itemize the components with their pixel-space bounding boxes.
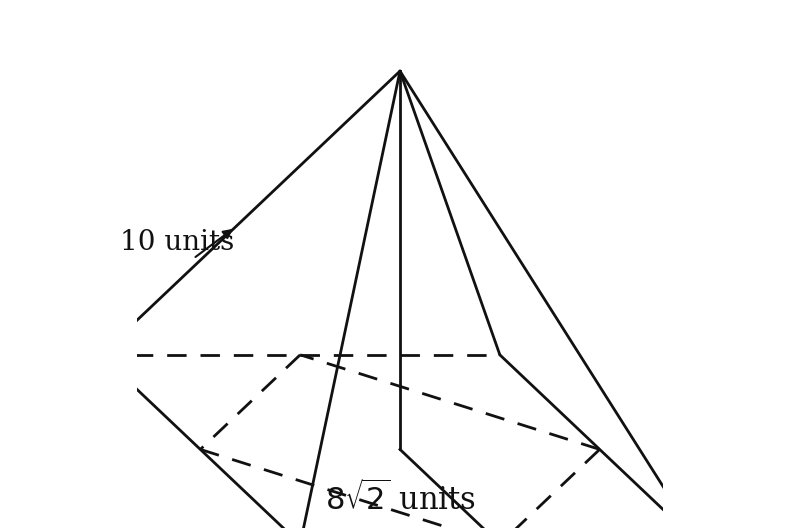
Text: 10 units: 10 units: [120, 229, 234, 256]
Text: $8\sqrt{2}$ units: $8\sqrt{2}$ units: [325, 481, 475, 517]
